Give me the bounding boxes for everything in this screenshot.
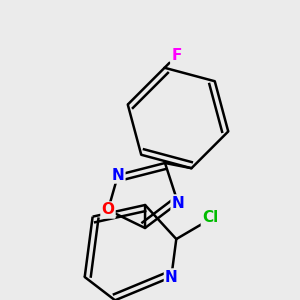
Text: F: F bbox=[171, 48, 182, 63]
Text: N: N bbox=[112, 167, 124, 182]
Text: O: O bbox=[101, 202, 115, 217]
Text: N: N bbox=[172, 196, 184, 211]
Text: N: N bbox=[165, 269, 178, 284]
Text: Cl: Cl bbox=[202, 211, 218, 226]
